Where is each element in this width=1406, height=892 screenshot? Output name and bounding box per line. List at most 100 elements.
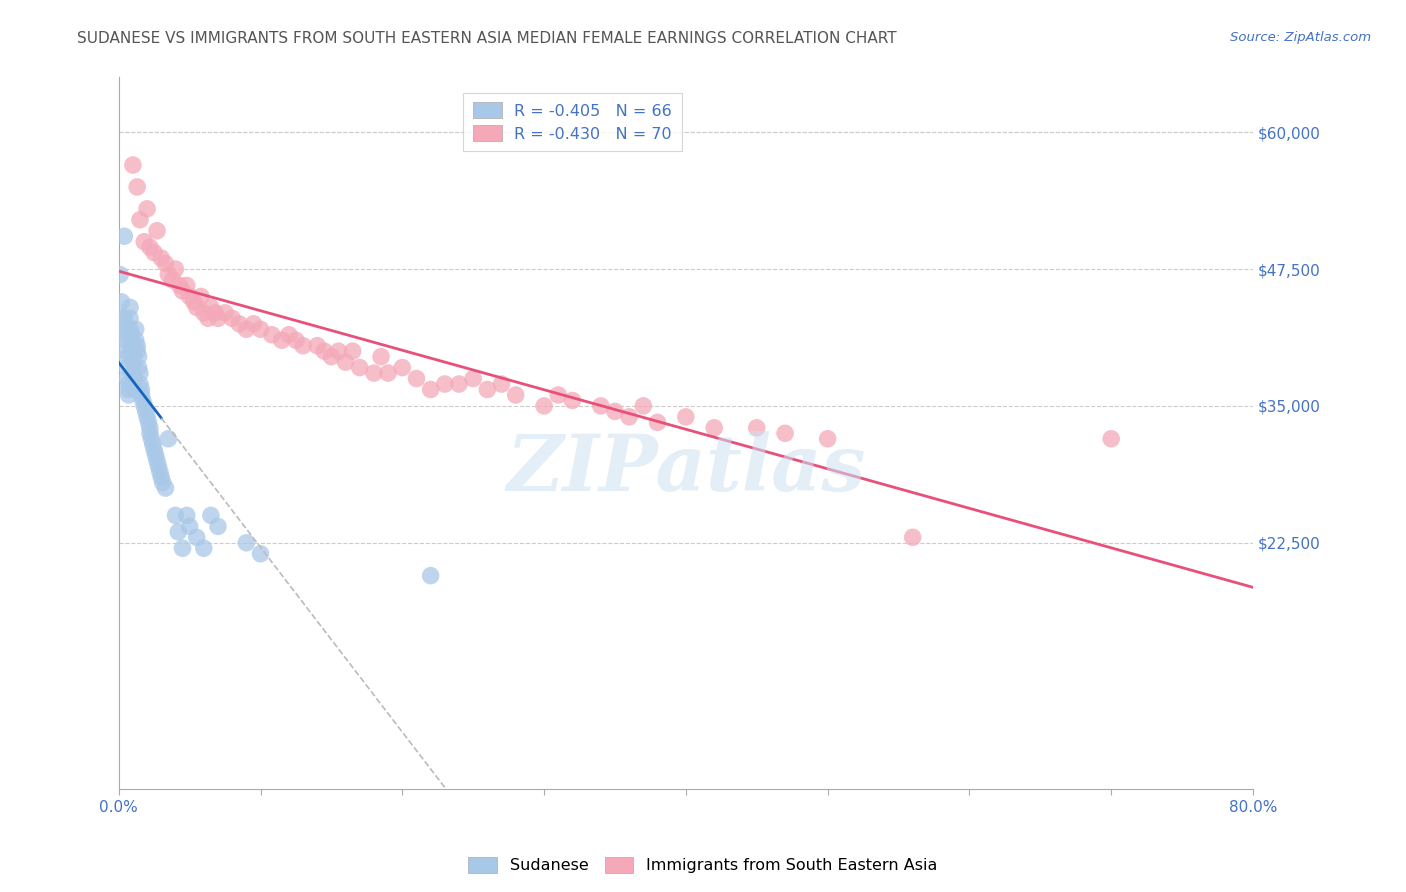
Point — [128, 350, 150, 364]
Point — [129, 366, 152, 380]
Point — [377, 366, 399, 380]
Point — [150, 470, 173, 484]
Point — [314, 344, 336, 359]
Point — [162, 273, 184, 287]
Point — [165, 262, 187, 277]
Point — [477, 383, 499, 397]
Point — [547, 388, 569, 402]
Point — [118, 388, 141, 402]
Point — [197, 311, 219, 326]
Point — [121, 327, 143, 342]
Text: SUDANESE VS IMMIGRANTS FROM SOUTH EASTERN ASIA MEDIAN FEMALE EARNINGS CORRELATIO: SUDANESE VS IMMIGRANTS FROM SOUTH EASTER… — [77, 31, 897, 46]
Point — [139, 421, 162, 435]
Point — [200, 508, 222, 523]
Point — [129, 212, 152, 227]
Point — [145, 448, 167, 462]
Point — [114, 333, 136, 347]
Point — [121, 333, 143, 347]
Point — [169, 278, 191, 293]
Point — [128, 360, 150, 375]
Point — [118, 383, 141, 397]
Point — [176, 278, 198, 293]
Point — [135, 404, 157, 418]
Point — [115, 371, 138, 385]
Point — [114, 322, 136, 336]
Point — [132, 393, 155, 408]
Point — [152, 475, 174, 490]
Point — [157, 268, 180, 282]
Point — [120, 322, 142, 336]
Point — [146, 453, 169, 467]
Legend: Sudanese, Immigrants from South Eastern Asia: Sudanese, Immigrants from South Eastern … — [463, 850, 943, 880]
Point — [167, 524, 190, 539]
Point — [125, 333, 148, 347]
Point — [125, 322, 148, 336]
Point — [349, 360, 371, 375]
Point — [139, 240, 162, 254]
Point — [561, 393, 583, 408]
Point — [179, 289, 201, 303]
Point — [134, 235, 156, 249]
Point — [363, 366, 385, 380]
Point — [463, 371, 485, 385]
Point — [155, 256, 177, 270]
Text: Source: ZipAtlas.com: Source: ZipAtlas.com — [1230, 31, 1371, 45]
Point — [370, 350, 392, 364]
Point — [138, 415, 160, 429]
Point — [235, 322, 257, 336]
Point — [817, 432, 839, 446]
Point — [433, 377, 456, 392]
Point — [200, 301, 222, 315]
Point — [491, 377, 513, 392]
Point — [124, 371, 146, 385]
Point — [122, 366, 145, 380]
Point — [131, 388, 153, 402]
Point — [186, 301, 208, 315]
Point — [112, 311, 135, 326]
Point — [292, 339, 315, 353]
Point — [110, 294, 132, 309]
Point — [134, 399, 156, 413]
Point — [419, 568, 441, 582]
Point — [207, 519, 229, 533]
Point — [155, 481, 177, 495]
Point — [745, 421, 768, 435]
Text: ZIPatlas: ZIPatlas — [506, 431, 866, 508]
Point — [150, 251, 173, 265]
Point — [118, 377, 141, 392]
Point — [419, 383, 441, 397]
Point — [249, 547, 271, 561]
Point — [179, 519, 201, 533]
Legend: R = -0.405   N = 66, R = -0.430   N = 70: R = -0.405 N = 66, R = -0.430 N = 70 — [463, 93, 682, 152]
Point — [603, 404, 626, 418]
Point — [143, 442, 166, 457]
Point — [1099, 432, 1122, 446]
Point — [193, 541, 215, 556]
Point — [207, 311, 229, 326]
Point — [139, 426, 162, 441]
Point — [335, 355, 357, 369]
Point — [214, 306, 236, 320]
Point — [193, 306, 215, 320]
Point — [391, 360, 413, 375]
Point — [120, 301, 142, 315]
Point — [242, 317, 264, 331]
Point — [172, 284, 194, 298]
Point — [122, 355, 145, 369]
Point — [228, 317, 250, 331]
Point — [127, 339, 149, 353]
Point — [143, 245, 166, 260]
Point — [307, 339, 329, 353]
Point — [647, 415, 669, 429]
Point — [342, 344, 364, 359]
Point — [115, 360, 138, 375]
Point — [589, 399, 612, 413]
Point — [129, 377, 152, 392]
Point — [111, 327, 134, 342]
Point — [321, 350, 343, 364]
Point — [447, 377, 470, 392]
Point — [136, 409, 159, 424]
Point — [108, 268, 131, 282]
Point — [405, 371, 427, 385]
Point — [111, 311, 134, 326]
